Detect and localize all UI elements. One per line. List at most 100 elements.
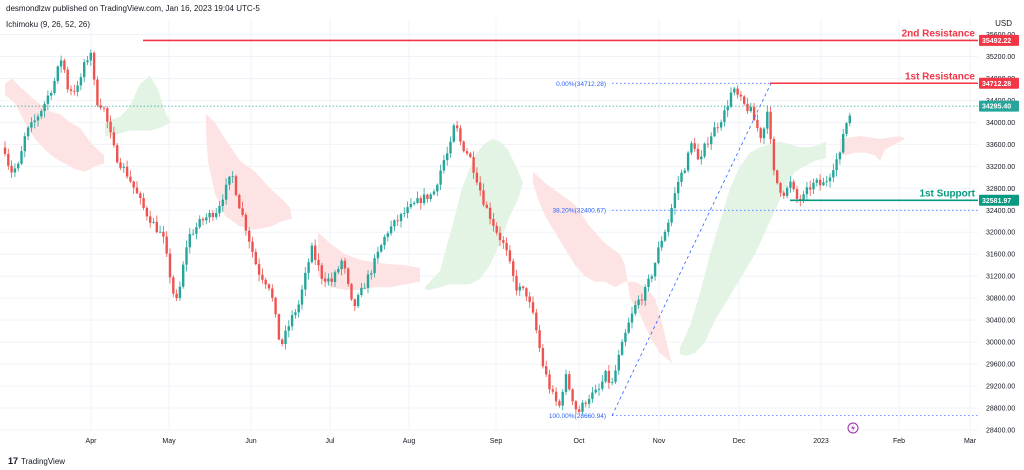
- candle-body: [79, 77, 83, 86]
- candle-body: [535, 312, 538, 331]
- candle-body: [462, 141, 465, 152]
- candle-body: [528, 296, 531, 303]
- candle-body: [413, 202, 416, 204]
- candle-body: [653, 263, 657, 277]
- candle-body: [376, 251, 380, 259]
- candle-body: [211, 212, 215, 218]
- candle-body: [521, 286, 525, 289]
- candle-body: [452, 125, 455, 142]
- candle-body: [221, 199, 224, 206]
- candle-body: [294, 312, 297, 316]
- candle-body: [307, 262, 310, 273]
- candle-body: [152, 221, 155, 223]
- y-tick-label: 29600.00: [986, 362, 1015, 369]
- candle-body: [20, 151, 23, 164]
- candle-body: [554, 391, 558, 402]
- y-tick-label: 28800.00: [986, 406, 1015, 413]
- candle-body: [96, 79, 99, 106]
- candle-body: [145, 207, 149, 217]
- ichimoku-cloud-bearish: [206, 114, 292, 230]
- candle-body: [561, 392, 564, 406]
- x-tick-label: Dec: [733, 438, 746, 445]
- candle-body: [647, 278, 650, 288]
- candle-body: [132, 181, 135, 188]
- candle-body: [46, 95, 50, 104]
- candle-body: [218, 205, 221, 214]
- candle-body: [756, 120, 759, 129]
- candle-body: [611, 381, 614, 383]
- x-tick-label: May: [162, 438, 176, 445]
- candle-body: [551, 389, 554, 392]
- candle-body: [802, 194, 805, 201]
- candle-body: [657, 247, 660, 264]
- fib-trend-line: [611, 83, 772, 416]
- candle-body: [73, 90, 76, 92]
- candle-body: [116, 145, 119, 163]
- candle-body: [574, 401, 578, 410]
- candle-body: [76, 85, 79, 92]
- candle-body: [660, 240, 663, 248]
- candle-body: [320, 265, 323, 279]
- candle-body: [63, 60, 66, 70]
- candle-body: [449, 141, 452, 154]
- candle-body: [350, 283, 353, 300]
- candle-body: [254, 251, 257, 265]
- candle-body: [83, 62, 86, 78]
- candle-body: [736, 88, 739, 95]
- candle-body: [396, 220, 399, 222]
- candle-body: [785, 187, 789, 196]
- tradingview-brand[interactable]: 17 TradingView: [8, 456, 65, 466]
- candle-body: [393, 220, 396, 227]
- last-price-tag-bg: [979, 100, 1019, 112]
- candle-body: [17, 163, 20, 169]
- candle-body: [838, 152, 842, 160]
- candle-body: [465, 151, 469, 154]
- candle-body: [571, 389, 574, 402]
- candle-body: [822, 182, 825, 186]
- candle-body: [149, 216, 152, 223]
- candle-body: [752, 106, 756, 121]
- candle-body: [195, 227, 198, 234]
- candle-body: [102, 107, 106, 109]
- candle-body: [43, 103, 46, 111]
- candle-body: [743, 96, 746, 104]
- candle-body: [792, 181, 795, 190]
- lightning-icon: [851, 424, 855, 432]
- candle-body: [241, 208, 244, 215]
- candle-body: [726, 106, 729, 111]
- candle-body: [257, 264, 261, 275]
- candle-body: [7, 153, 10, 166]
- candle-body: [10, 165, 13, 173]
- candle-body: [228, 176, 231, 185]
- candle-body: [347, 268, 350, 284]
- candle-body: [119, 162, 122, 168]
- x-tick-label: Sep: [490, 438, 503, 445]
- candle-body: [690, 143, 693, 153]
- candle-body: [92, 52, 96, 80]
- candle-body: [238, 195, 241, 209]
- candle-body: [677, 181, 680, 194]
- candle-body: [53, 80, 56, 94]
- indicator-label[interactable]: Ichimoku (9, 26, 52, 26): [6, 20, 91, 29]
- candle-body: [558, 401, 561, 406]
- candle-body: [403, 213, 406, 215]
- candle-body: [729, 92, 733, 107]
- candle-body: [564, 374, 568, 393]
- ichimoku-cloud-bearish: [318, 232, 420, 290]
- candle-body: [112, 132, 116, 146]
- candle-body: [637, 299, 640, 306]
- candle-body: [848, 115, 851, 124]
- candle-body: [234, 176, 238, 196]
- candle-body: [696, 148, 700, 160]
- candle-body: [667, 222, 670, 232]
- candle-body: [261, 274, 264, 280]
- candle-body: [356, 294, 360, 306]
- candle-body: [439, 170, 442, 185]
- resistance-label: 1st Resistance: [905, 71, 975, 82]
- candle-body: [700, 156, 703, 160]
- candle-body: [617, 354, 620, 371]
- candle-body: [373, 258, 376, 274]
- candle-body: [469, 153, 472, 158]
- candle-body: [59, 60, 63, 67]
